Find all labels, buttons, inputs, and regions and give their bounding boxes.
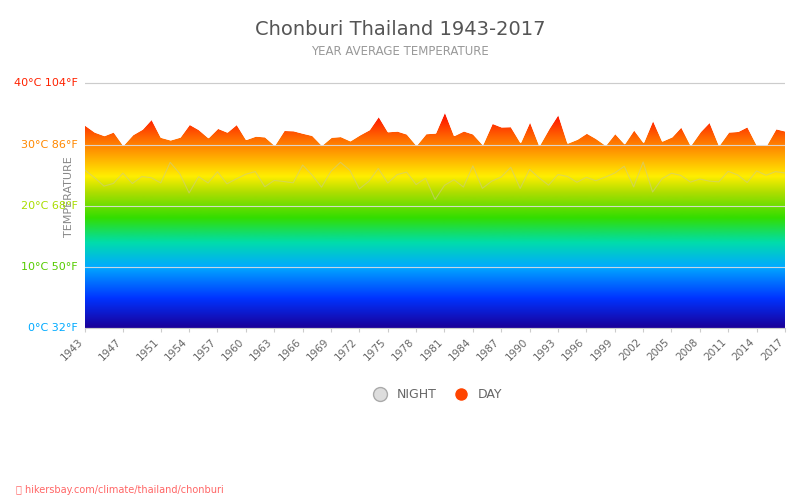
Text: 20°C 68°F: 20°C 68°F bbox=[22, 200, 78, 210]
Text: 0°C 32°F: 0°C 32°F bbox=[28, 323, 78, 333]
Y-axis label: TEMPERATURE: TEMPERATURE bbox=[64, 156, 74, 237]
Legend: NIGHT, DAY: NIGHT, DAY bbox=[363, 383, 507, 406]
Text: 30°C 86°F: 30°C 86°F bbox=[22, 140, 78, 149]
Text: Chonburi Thailand 1943-2017: Chonburi Thailand 1943-2017 bbox=[254, 20, 546, 39]
Text: 40°C 104°F: 40°C 104°F bbox=[14, 78, 78, 88]
Text: 10°C 50°F: 10°C 50°F bbox=[22, 262, 78, 272]
Text: YEAR AVERAGE TEMPERATURE: YEAR AVERAGE TEMPERATURE bbox=[311, 45, 489, 58]
Text: 🌐 hikersbay.com/climate/thailand/chonburi: 🌐 hikersbay.com/climate/thailand/chonbur… bbox=[16, 485, 224, 495]
